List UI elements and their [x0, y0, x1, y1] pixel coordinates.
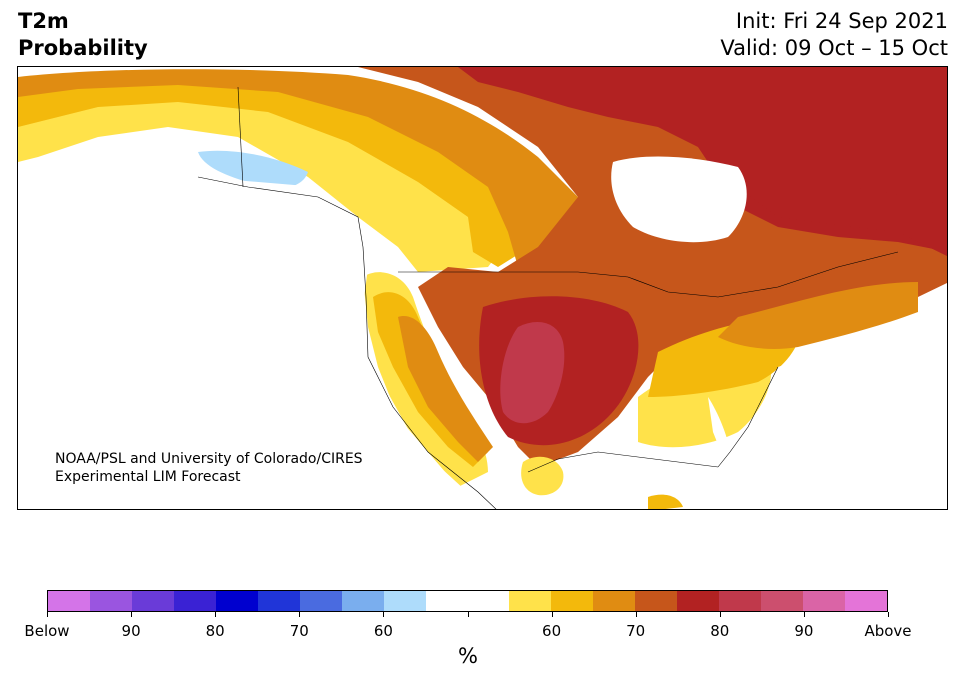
- colorbar-segment: [467, 591, 510, 611]
- colorbar-tickmark: [131, 612, 133, 617]
- region-red-80-core: [500, 322, 565, 424]
- forecast-dates: Init: Fri 24 Sep 2021 Valid: 09 Oct – 15…: [720, 8, 948, 62]
- boundaries: [197, 86, 899, 509]
- colorbar-segment: [299, 591, 342, 611]
- colorbar-tickmark: [635, 612, 637, 617]
- credit-text: NOAA/PSL and University of Colorado/CIRE…: [55, 450, 363, 486]
- title-variable: T2m: [18, 9, 69, 33]
- colorbar-tickmark: [215, 612, 217, 617]
- colorbar-segment: [131, 591, 174, 611]
- white-areas: [18, 156, 947, 509]
- colorbar-segment: [761, 591, 804, 611]
- colorbar-tickmark: [803, 612, 805, 617]
- region-yellow-55: [18, 82, 518, 272]
- credit-line-1: NOAA/PSL and University of Colorado/CIRE…: [55, 451, 363, 467]
- colorbar-tick-label: Below: [24, 622, 70, 640]
- colorbar-tickmark: [719, 612, 721, 617]
- region-orange-65-southwest: [398, 316, 493, 462]
- chart-title: T2m Probability: [18, 8, 148, 62]
- map-panel: NOAA/PSL and University of Colorado/CIRE…: [17, 66, 948, 510]
- colorbar-segment: [845, 591, 888, 611]
- colorbar-segment: [48, 591, 90, 611]
- colorbar-segment: [425, 591, 468, 611]
- region-yellow-cuba: [648, 494, 683, 509]
- gulf-coast: [527, 451, 719, 473]
- colorbar-tickmark: [383, 612, 385, 617]
- colorbar-tick-label: 90: [794, 622, 814, 640]
- florida: [708, 397, 730, 457]
- ocean-pacific: [18, 177, 486, 509]
- ocean-atlantic: [718, 307, 947, 509]
- region-yellow-mexico: [521, 456, 564, 496]
- colorbar-segment: [257, 591, 300, 611]
- colorbar-tick-label: 80: [710, 622, 730, 640]
- colorbar-tick-label: 60: [373, 622, 393, 640]
- colorbar-segment: [89, 591, 132, 611]
- colorbar-tick-label: 80: [205, 622, 225, 640]
- colorbar-tick-label: 70: [626, 622, 646, 640]
- region-orange-65-north: [18, 69, 578, 267]
- colorbar-segment: [551, 591, 594, 611]
- colorbar-tick-label: 60: [542, 622, 562, 640]
- colorbar-tickmark: [47, 612, 48, 617]
- colorbar-tickmark: [551, 612, 553, 617]
- init-date: Init: Fri 24 Sep 2021: [735, 9, 948, 33]
- alaska-border: [237, 86, 244, 188]
- probability-map: [18, 67, 947, 509]
- credit-line-2: Experimental LIM Forecast: [55, 469, 241, 485]
- us-canada-border: [398, 251, 899, 298]
- colorbar-segment: [509, 591, 552, 611]
- valid-range: Valid: 09 Oct – 15 Oct: [720, 36, 948, 60]
- colorbar-segment: [593, 591, 636, 611]
- forecast-shading: [18, 67, 947, 509]
- region-red-75-hudson: [738, 183, 947, 257]
- colorbar-segment: [341, 591, 384, 611]
- region-orange-65-northeast: [718, 282, 918, 349]
- coastline-west: [197, 176, 497, 509]
- colorbar-segment: [383, 591, 426, 611]
- colorbar-tick-label: 90: [121, 622, 141, 640]
- colorbar-tickmark: [467, 612, 469, 617]
- colorbar-segment: [677, 591, 720, 611]
- colorbar-tickmark: [888, 612, 889, 617]
- colorbar-segment: [215, 591, 258, 611]
- colorbar-tickmark: [299, 612, 301, 617]
- colorbar-tick-label: 70: [289, 622, 309, 640]
- colorbar-segment: [719, 591, 762, 611]
- colorbar-segment: [803, 591, 846, 611]
- colorbar: [47, 590, 888, 612]
- region-below-60-alaska: [198, 150, 308, 189]
- colorbar-tick-label: Above: [864, 622, 912, 640]
- title-quantity: Probability: [18, 36, 148, 60]
- colorbar-unit-label: %: [458, 644, 478, 668]
- hudson-bay: [611, 156, 747, 243]
- colorbar-segment: [173, 591, 216, 611]
- coastline-east: [717, 366, 779, 468]
- colorbar-segment: [635, 591, 678, 611]
